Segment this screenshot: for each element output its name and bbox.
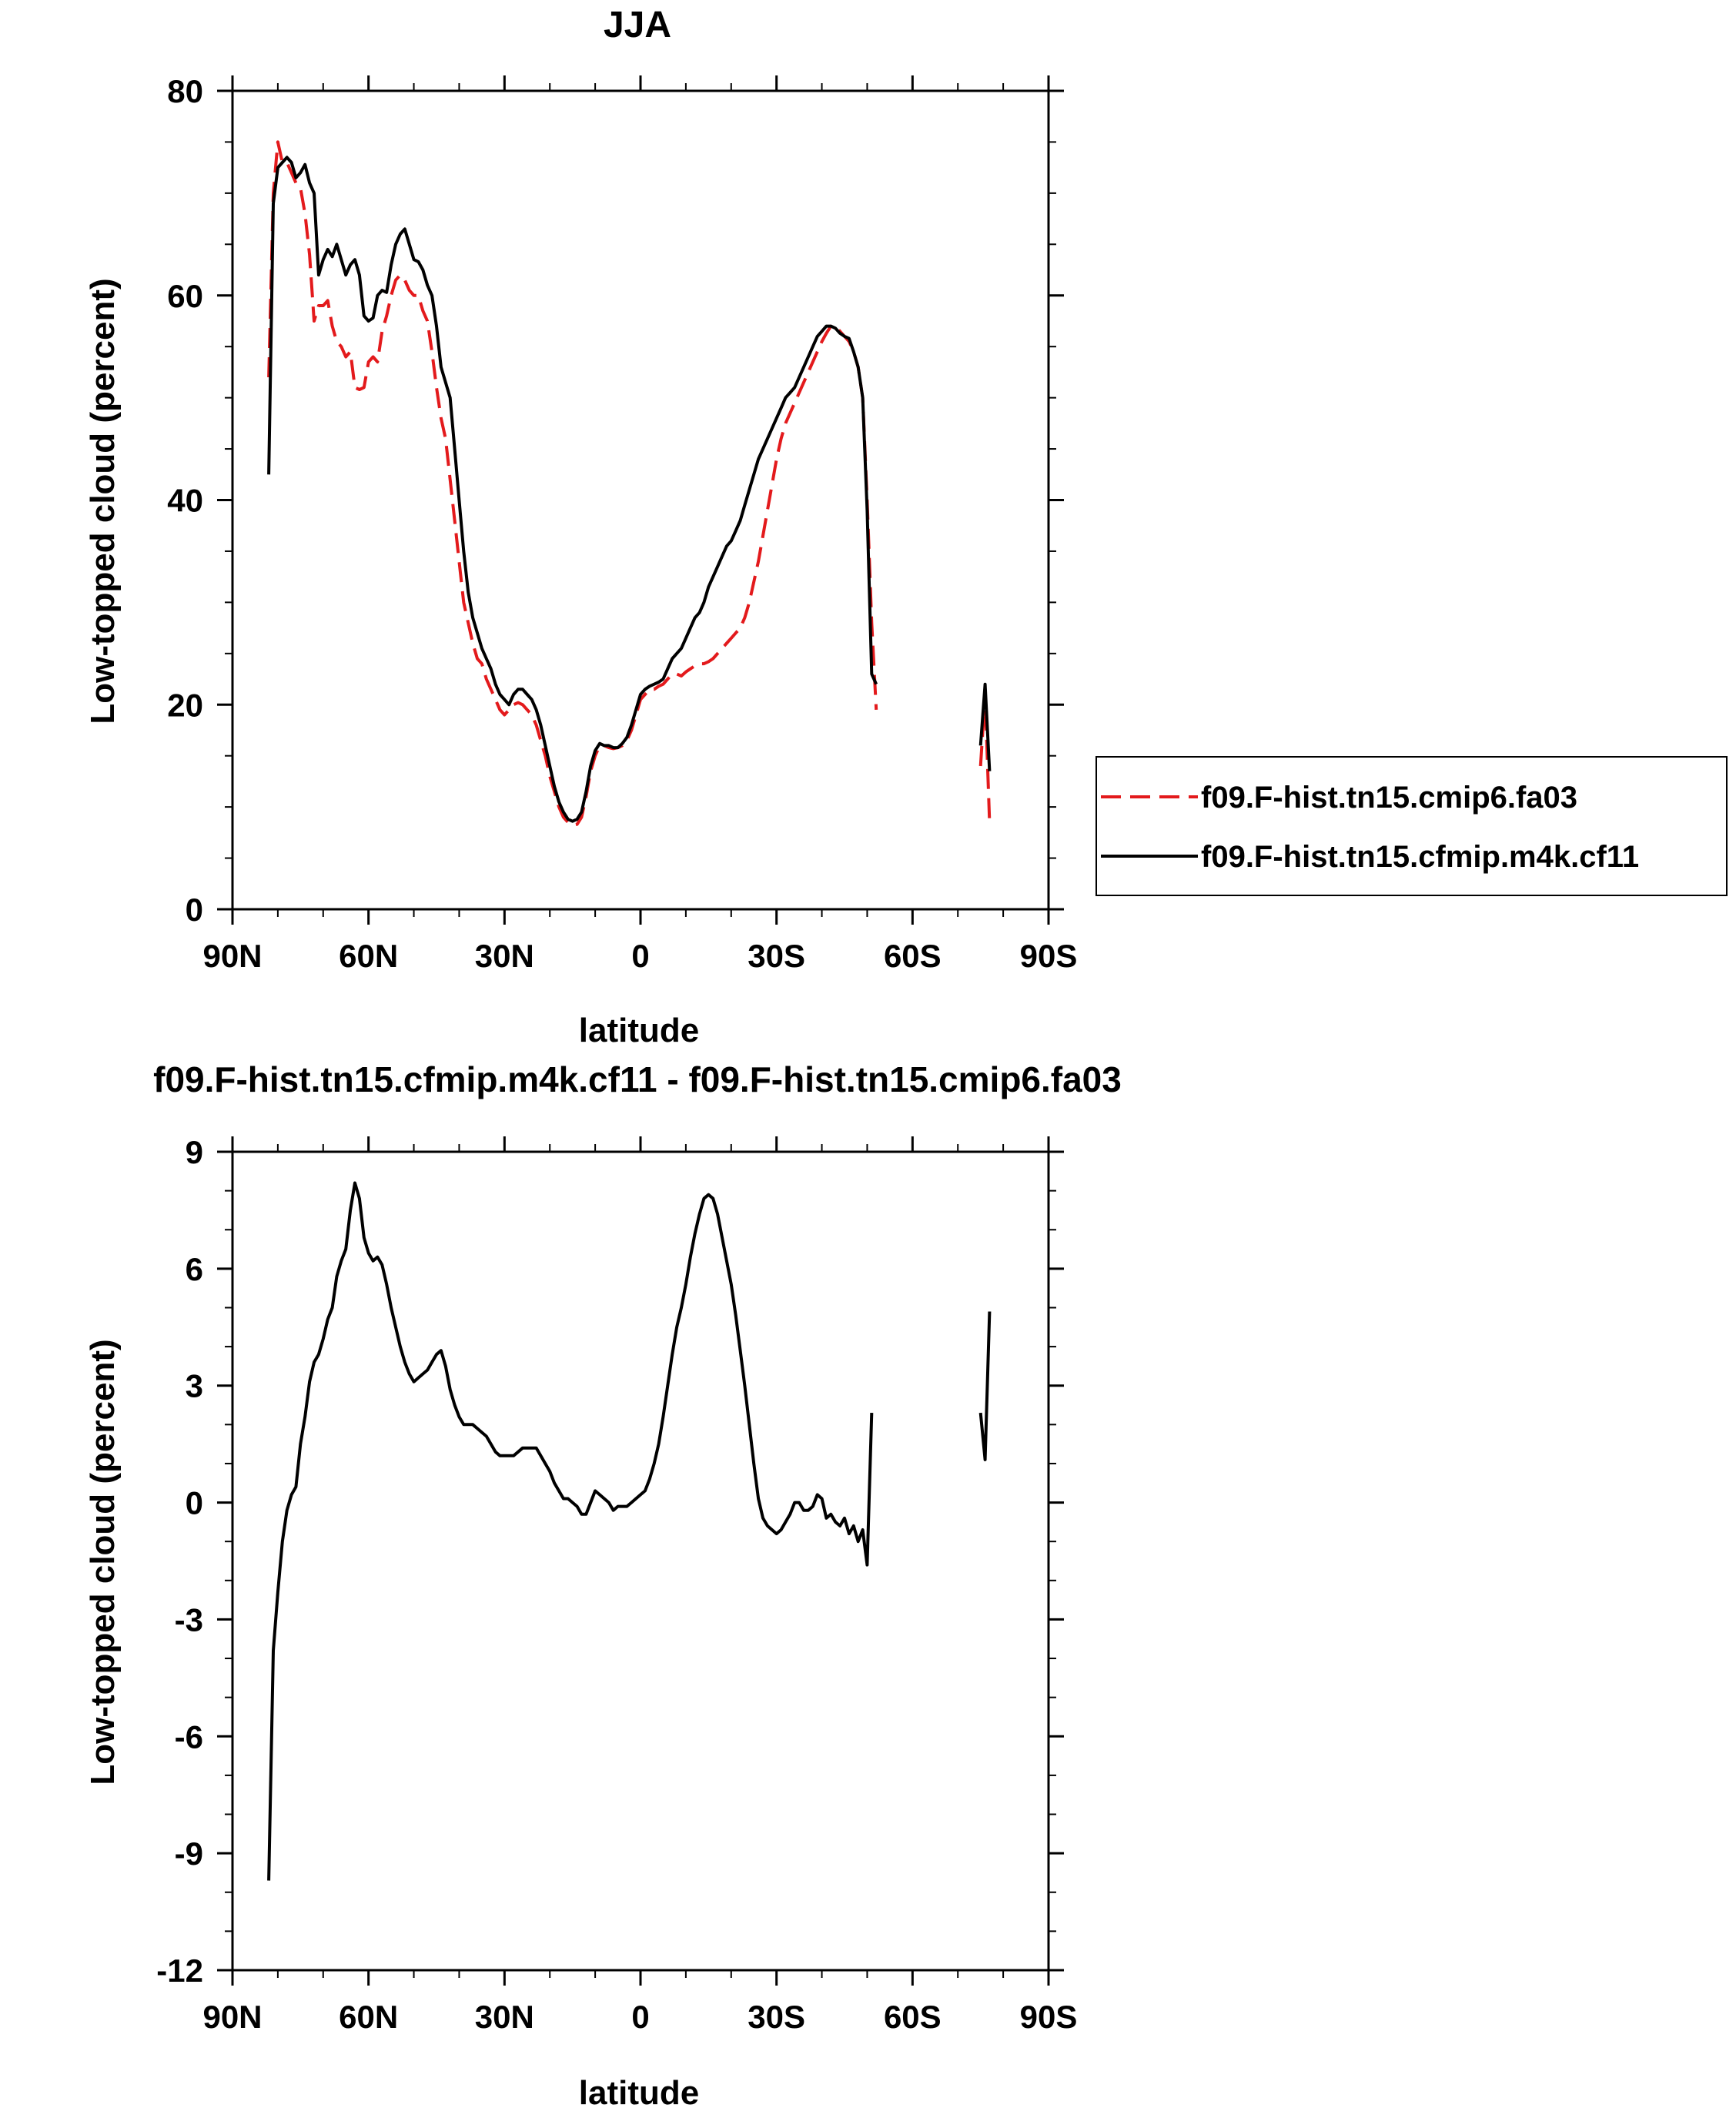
top-series-1-line-segment-1: [978, 682, 992, 771]
bottom-y-tick-label: 3: [186, 1368, 203, 1404]
top-x-tick-label: 60N: [339, 938, 398, 974]
bottom-plot-frame: [231, 1150, 1050, 1972]
bottom-x-tick-label: 90S: [1020, 1999, 1078, 2035]
bottom-series-0-line-segment-0: [267, 1181, 874, 1881]
bottom-chart-series: [267, 1181, 992, 1881]
bottom-y-tick-label: -12: [156, 1952, 203, 1989]
top-x-axis-label: latitude: [579, 1012, 699, 1049]
bottom-x-tick-label: 60S: [884, 1999, 942, 2035]
top-series-0-line-segment-0: [267, 140, 878, 827]
top-y-axis-label: Low-topped cloud (percent): [84, 278, 122, 724]
top-x-tick-label: 30N: [475, 938, 534, 974]
top-chart-title: JJA: [604, 5, 671, 45]
legend-label-cf11: f09.F-hist.tn15.cfmip.m4k.cf11: [1201, 840, 1639, 874]
bottom-y-tick-label: -9: [175, 1835, 203, 1872]
top-x-tick-label: 90N: [202, 938, 262, 974]
top-x-tick-label: 0: [631, 938, 649, 974]
top-y-tick-label: 0: [186, 892, 203, 928]
bottom-x-tick-label: 90N: [202, 1999, 262, 2035]
bottom-x-tick-label: 30N: [475, 1999, 534, 2035]
bottom-y-axis-label: Low-topped cloud (percent): [84, 1339, 122, 1785]
bottom-x-tick-label: 60N: [339, 1999, 398, 2035]
bottom-y-tick-label: 9: [186, 1134, 203, 1170]
bottom-x-tick-label: 0: [631, 1999, 649, 2035]
top-y-tick-label: 40: [167, 483, 203, 519]
bottom-chart: f09.F-hist.tn15.cfmip.m4k.cf11 - f09.F-h…: [84, 1059, 1122, 2108]
bottom-chart-title: f09.F-hist.tn15.cfmip.m4k.cf11 - f09.F-h…: [153, 1059, 1122, 1099]
top-y-tick-label: 60: [167, 278, 203, 314]
legend: f09.F-hist.tn15.cmip6.fa03 f09.F-hist.tn…: [1095, 756, 1728, 896]
top-x-tick-label: 60S: [884, 938, 942, 974]
top-x-tick-label: 30S: [748, 938, 805, 974]
bottom-x-tick-label: 30S: [748, 1999, 805, 2035]
top-plot-frame: [231, 89, 1050, 911]
bottom-x-axis-label: latitude: [579, 2074, 699, 2108]
bottom-y-tick-label: -3: [175, 1601, 203, 1638]
bottom-y-tick-label: 6: [186, 1251, 203, 1287]
bottom-chart-axes: 90N 60N 30N 0 30S 60S 90S -12 -9 -6 -3 0 3 6 9: [156, 1134, 1077, 2035]
top-chart-axes: 90N 60N 30N 0 30S 60S 90S 0 20 40 60 80: [167, 73, 1077, 974]
top-x-tick-label: 90S: [1020, 938, 1078, 974]
top-chart: JJA 90N 60N 30N 0 30S 60S 90S 0 20 40 60 80 latitud…: [84, 5, 1728, 1049]
bottom-series-0-line-segment-1: [978, 1311, 992, 1461]
legend-frame: [1095, 756, 1728, 896]
bottom-y-tick-label: 0: [186, 1485, 203, 1521]
legend-label-fa03: f09.F-hist.tn15.cmip6.fa03: [1201, 781, 1577, 815]
top-y-tick-label: 20: [167, 687, 203, 723]
top-series-1-line-segment-0: [267, 156, 878, 823]
top-chart-series: [267, 140, 992, 827]
top-y-tick-label: 80: [167, 73, 203, 109]
bottom-y-tick-label: -6: [175, 1718, 203, 1755]
